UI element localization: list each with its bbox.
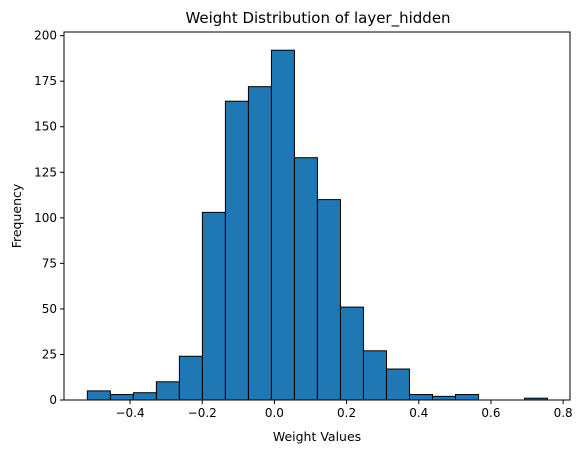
y-tick-label: 100 xyxy=(34,211,57,225)
x-tick-label: −0.4 xyxy=(115,406,144,420)
histogram-bar xyxy=(86,390,111,401)
y-axis-label: Frequency xyxy=(9,183,24,248)
x-tick-label: 0.6 xyxy=(481,406,500,420)
histogram-bar xyxy=(316,199,341,401)
y-tick-label: 150 xyxy=(34,120,57,134)
y-tick-label: 25 xyxy=(42,347,57,361)
chart-title: Weight Distribution of layer_hidden xyxy=(185,9,450,28)
histogram-bar xyxy=(178,355,203,401)
histogram-bar xyxy=(201,211,226,401)
x-axis-ticks: −0.4 −0.2 0.0 0.2 0.4 0.6 0.8 xyxy=(115,400,573,420)
y-tick-label: 175 xyxy=(34,74,57,88)
y-tick-label: 75 xyxy=(42,256,57,270)
histogram-bar xyxy=(385,368,410,401)
y-tick-label: 125 xyxy=(34,165,57,179)
histogram-bar xyxy=(247,86,272,401)
histogram-bar xyxy=(224,100,249,401)
histogram-bar xyxy=(431,395,456,401)
histogram-bar xyxy=(362,350,387,401)
x-tick-label: 0.4 xyxy=(409,406,428,420)
histogram-bar xyxy=(109,394,134,401)
y-tick-label: 200 xyxy=(34,29,57,43)
x-tick-label: −0.2 xyxy=(188,406,217,420)
x-tick-label: 0.8 xyxy=(554,406,573,420)
y-axis-ticks: 0 25 50 75 100 125 150 175 200 xyxy=(34,29,64,407)
x-tick-label: 0.2 xyxy=(337,406,356,420)
bars-group xyxy=(86,49,549,401)
x-tick-label: 0.0 xyxy=(265,406,284,420)
histogram-bar xyxy=(270,49,295,401)
histogram-bar xyxy=(155,381,180,401)
y-tick-label: 50 xyxy=(42,302,57,316)
histogram-bar xyxy=(408,394,434,401)
histogram-bar xyxy=(454,394,480,401)
plot-frame xyxy=(63,31,571,401)
x-axis-label: Weight Values xyxy=(273,429,361,444)
histogram-bar xyxy=(339,306,364,401)
y-tick-label: 0 xyxy=(49,393,57,407)
histogram-bar xyxy=(132,392,157,401)
histogram-bar xyxy=(293,157,318,401)
